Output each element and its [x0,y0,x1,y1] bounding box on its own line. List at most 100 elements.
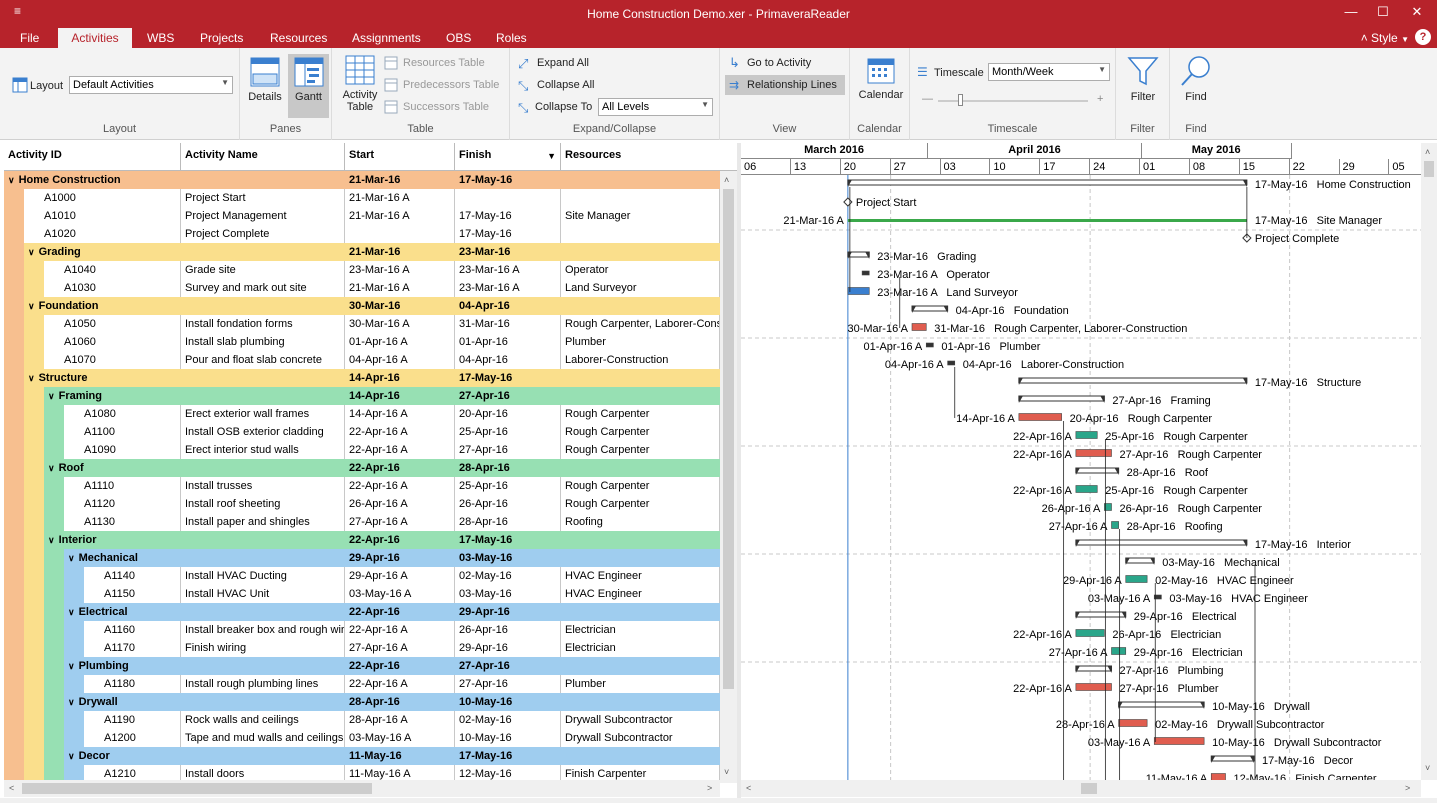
grid-horizontal-scrollbar[interactable]: < > [4,780,720,797]
collapse-icon[interactable]: ∨ [48,463,55,473]
timescale-select[interactable]: Month/Week ▼ [988,63,1110,81]
tab-wbs[interactable]: WBS [147,31,175,45]
grid-vertical-scrollbar[interactable]: ˄ ˅ [720,171,737,783]
tab-roles[interactable]: Roles [496,31,527,45]
relationship-lines-button[interactable]: ⇉ Relationship Lines [725,75,845,95]
scroll-down-icon[interactable]: ˅ [724,767,730,777]
col-activity-name[interactable]: Activity Name [181,143,345,171]
layout-select[interactable]: Default Activities ▼ [69,76,233,94]
collapse-icon[interactable]: ∨ [28,373,35,383]
gantt-vertical-scrollbar[interactable]: ˄ ˅ [1421,143,1437,780]
table-row[interactable]: A1130 Install paper and shingles 27-Apr-16… [4,513,720,531]
tab-projects[interactable]: Projects [200,31,244,45]
collapse-icon[interactable]: ∨ [68,553,75,563]
table-row[interactable]: A1090 Erect interior stud walls 22-Apr-16 … [4,441,720,459]
wbs-row[interactable]: ∨ Home Construction 21-Mar-16 17-May-16 [4,171,720,189]
wbs-row[interactable]: ∨ Decor 11-May-16 17-May-16 [4,747,720,765]
scroll-left-icon[interactable]: < [9,783,15,793]
wbs-row[interactable]: ∨ Framing 14-Apr-16 27-Apr-16 [4,387,720,405]
zoom-out-icon[interactable]: — [922,93,933,105]
gantt-button[interactable]: Gantt [288,54,329,118]
scroll-up-icon[interactable]: ˄ [1425,147,1431,157]
collapse-icon[interactable]: ∨ [28,247,35,257]
tab-activities[interactable]: Activities [58,28,132,48]
successors-table-button[interactable]: Successors Table [403,101,490,113]
filter-button[interactable]: Filter [1120,54,1166,114]
activity-table-button[interactable]: Activity Table [338,54,382,120]
table-row[interactable]: A1110 Install trusses 22-Apr-16 A 25-Apr-16… [4,477,720,495]
gantt-horizontal-scrollbar[interactable]: < > [741,780,1421,797]
table-row[interactable]: A1170 Finish wiring 27-Apr-16 A 29-Apr-16 El… [4,639,720,657]
tab-assignments[interactable]: Assignments [352,31,421,45]
table-row[interactable]: A1030 Survey and mark out site 21-Mar-16 A… [4,279,720,297]
scroll-left-icon[interactable]: < [746,783,752,793]
table-row[interactable]: A1140 Install HVAC Ducting 29-Apr-16 A 02-M… [4,567,720,585]
collapse-icon[interactable]: ∨ [68,751,75,761]
gantt-hscroll-thumb[interactable] [1081,783,1097,794]
grid-hscroll-thumb[interactable] [22,783,372,794]
table-row[interactable]: A1100 Install OSB exterior cladding 22-Apr… [4,423,720,441]
table-row[interactable]: A1120 Install roof sheeting 26-Apr-16 A 26-… [4,495,720,513]
table-row[interactable]: A1070 Pour and float slab concrete 04-Apr-… [4,351,720,369]
col-finish[interactable]: Finish ▼ [455,143,561,171]
wbs-row[interactable]: ∨ Roof 22-Apr-16 28-Apr-16 [4,459,720,477]
table-row[interactable]: A1200 Tape and mud walls and ceilings 03-M… [4,729,720,747]
tab-obs[interactable]: OBS [446,31,472,45]
quick-access-icon[interactable]: ≡ [14,4,22,18]
zoom-slider-thumb[interactable] [958,94,963,106]
wbs-row[interactable]: ∨ Grading 21-Mar-16 23-Mar-16 [4,243,720,261]
collapse-all-button[interactable]: Collapse All [537,79,595,91]
wbs-row[interactable]: ∨ Mechanical 29-Apr-16 03-May-16 [4,549,720,567]
table-row[interactable]: A1180 Install rough plumbing lines 22-Apr-… [4,675,720,693]
style-menu[interactable]: ˄ Style ▼ [1361,31,1409,45]
wbs-row[interactable]: ∨ Interior 22-Apr-16 17-May-16 [4,531,720,549]
table-row[interactable]: A1060 Install slab plumbing 01-Apr-16 A 01-… [4,333,720,351]
filter-funnel-icon[interactable]: ▼ [547,151,556,161]
wbs-row[interactable]: ∨ Foundation 30-Mar-16 04-Apr-16 [4,297,720,315]
collapse-icon[interactable]: ∨ [48,535,55,545]
find-button[interactable]: Find [1173,54,1219,114]
wbs-row[interactable]: ∨ Plumbing 22-Apr-16 27-Apr-16 [4,657,720,675]
close-button[interactable]: ✕ [1411,4,1423,19]
table-row[interactable]: A1020 Project Complete 17-May-16 [4,225,720,243]
table-row[interactable]: A1010 Project Management 21-Mar-16 A 17-May… [4,207,720,225]
gantt-vscroll-thumb[interactable] [1424,161,1434,177]
table-row[interactable]: A1160 Install breaker box and rough wirin… [4,621,720,639]
zoom-slider[interactable] [938,100,1088,102]
table-row[interactable]: A1150 Install HVAC Unit 03-May-16 A 03-May-… [4,585,720,603]
collapse-icon[interactable]: ∨ [8,175,15,185]
wbs-row[interactable]: ∨ Structure 14-Apr-16 17-May-16 [4,369,720,387]
calendar-button[interactable]: Calendar [854,54,908,114]
zoom-in-icon[interactable]: + [1097,93,1104,105]
tab-resources[interactable]: Resources [270,31,328,45]
col-activity-id[interactable]: Activity ID [4,143,181,171]
scroll-right-icon[interactable]: > [707,783,713,793]
table-row[interactable]: A1210 Install doors 11-May-16 A 12-May-16 Fi… [4,765,720,780]
collapse-icon[interactable]: ∨ [28,301,35,311]
expand-all-button[interactable]: Expand All [537,57,589,69]
scroll-up-icon[interactable]: ˄ [724,175,730,185]
collapse-icon[interactable]: ∨ [68,697,75,707]
help-icon[interactable]: ? [1415,29,1431,45]
collapse-to-select[interactable]: All Levels ▼ [598,98,713,116]
col-resources[interactable]: Resources [565,149,622,161]
table-row[interactable]: A1040 Grade site 23-Mar-16 A 23-Mar-16 A Ope… [4,261,720,279]
wbs-row[interactable]: ∨ Drywall 28-Apr-16 10-May-16 [4,693,720,711]
collapse-icon[interactable]: ∨ [68,607,75,617]
tab-file[interactable]: File [20,31,40,45]
maximize-button[interactable]: ☐ [1377,4,1389,19]
details-button[interactable]: Details [245,54,285,118]
collapse-icon[interactable]: ∨ [48,391,55,401]
grid-vscroll-thumb[interactable] [723,189,734,689]
collapse-icon[interactable]: ∨ [68,661,75,671]
scroll-right-icon[interactable]: > [1405,783,1411,793]
pane-splitter[interactable] [737,143,741,798]
go-to-activity-button[interactable]: Go to Activity [747,57,812,69]
predecessors-table-button[interactable]: Predecessors Table [403,79,500,91]
wbs-row[interactable]: ∨ Electrical 22-Apr-16 29-Apr-16 [4,603,720,621]
scroll-down-icon[interactable]: ˅ [1425,763,1431,773]
resources-table-button[interactable]: Resources Table [403,57,485,69]
table-row[interactable]: A1000 Project Start 21-Mar-16 A [4,189,720,207]
